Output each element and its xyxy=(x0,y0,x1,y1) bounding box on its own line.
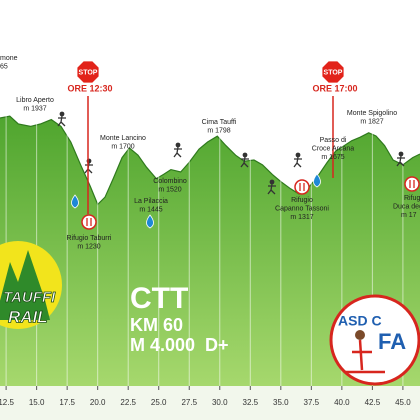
elevation-line xyxy=(0,115,420,206)
x-tick-label: 42.5 xyxy=(365,398,381,407)
x-tick-label: 45.0 xyxy=(395,398,411,407)
x-tick-label: 32.5 xyxy=(243,398,259,407)
x-tick-label: 30.0 xyxy=(212,398,228,407)
stop-sign xyxy=(321,60,345,84)
runner-icon xyxy=(269,179,275,185)
place-label: Rifugi xyxy=(404,195,420,202)
runner-icon xyxy=(59,111,65,117)
place-label: Rifugio Taburri xyxy=(66,235,111,242)
place-label: mone xyxy=(0,55,18,62)
banner-text: KM 60 xyxy=(130,315,183,335)
place-label: m 1520 xyxy=(158,186,181,193)
place-label: m 17 xyxy=(401,212,417,219)
x-tick-label: 37.5 xyxy=(304,398,320,407)
refuge-icon xyxy=(86,218,92,226)
runner-icon xyxy=(84,162,93,174)
runner-icon xyxy=(240,156,249,168)
logo-text: TAUFFI xyxy=(3,289,56,306)
stop-time: ORE 12:30 xyxy=(67,83,112,93)
logo-skier xyxy=(355,330,365,340)
stop-time: ORE 17:00 xyxy=(312,83,357,93)
place-label: m 1937 xyxy=(23,105,46,112)
runner-icon xyxy=(267,183,276,195)
place-label: Duca degli xyxy=(393,203,420,210)
logo-text: RAIL xyxy=(8,307,48,326)
place-label: Colombino xyxy=(153,178,187,185)
place-label: La Pilaccia xyxy=(134,198,168,205)
water-icon xyxy=(313,173,321,188)
place-label: m 1827 xyxy=(360,118,383,125)
refuge-icon xyxy=(294,179,310,195)
x-tick-label: 40.0 xyxy=(334,398,350,407)
runner-icon xyxy=(396,155,405,167)
x-tick-label: 22.5 xyxy=(120,398,136,407)
place-label: Monte Lancino xyxy=(100,135,146,142)
runner-icon xyxy=(293,156,302,168)
logo-skier xyxy=(345,339,385,374)
runner-icon xyxy=(173,146,182,158)
logo-mountain xyxy=(0,250,50,320)
x-tick-label: 35.0 xyxy=(273,398,289,407)
place-label: m 1798 xyxy=(207,127,230,134)
water-icon xyxy=(71,194,79,209)
banner-text: CTT xyxy=(130,282,188,315)
x-tick-label: 20.0 xyxy=(90,398,106,407)
stop-text: STOP xyxy=(324,69,343,76)
place-label: Passo di xyxy=(320,137,347,144)
stop-sign xyxy=(76,60,100,84)
refuge-icon xyxy=(409,180,415,188)
refuge-icon xyxy=(299,183,305,191)
place-label: Monte Spigolino xyxy=(347,110,397,117)
water-icon xyxy=(146,214,154,229)
place-label: m 1700 xyxy=(111,143,134,150)
logo-bg xyxy=(329,294,420,386)
place-label: Croce Arcana xyxy=(312,145,355,152)
place-label: Cima Tauffi xyxy=(202,119,237,126)
refuge-icon xyxy=(81,214,97,230)
runner-icon xyxy=(295,152,301,158)
x-tick-label: 17.5 xyxy=(59,398,75,407)
x-tick-label: 12.5 xyxy=(0,398,14,407)
place-label: Libro Aperto xyxy=(16,97,54,104)
logo-text: ASD C xyxy=(338,313,382,329)
refuge-icon xyxy=(404,176,420,192)
stop-text: STOP xyxy=(79,69,98,76)
place-label: m 1317 xyxy=(290,214,313,221)
logo-text: FA xyxy=(378,329,406,354)
place-label: Rifugio xyxy=(291,197,313,204)
place-label: Capanno Tassoni xyxy=(275,205,329,212)
banner-text: M 4.000 D+ xyxy=(130,335,229,355)
place-label: m 1675 xyxy=(321,154,344,161)
runner-icon xyxy=(57,115,66,127)
runner-icon xyxy=(242,152,248,158)
x-tick-label: 25.0 xyxy=(151,398,167,407)
place-label: m 1230 xyxy=(77,243,100,250)
x-tick-label: 27.5 xyxy=(181,398,197,407)
x-tick-label: 15.0 xyxy=(29,398,45,407)
runner-icon xyxy=(175,142,181,148)
runner-icon xyxy=(398,151,404,157)
place-label: 65 xyxy=(0,63,8,70)
place-label: m 1445 xyxy=(139,206,162,213)
axis-band xyxy=(0,386,420,420)
